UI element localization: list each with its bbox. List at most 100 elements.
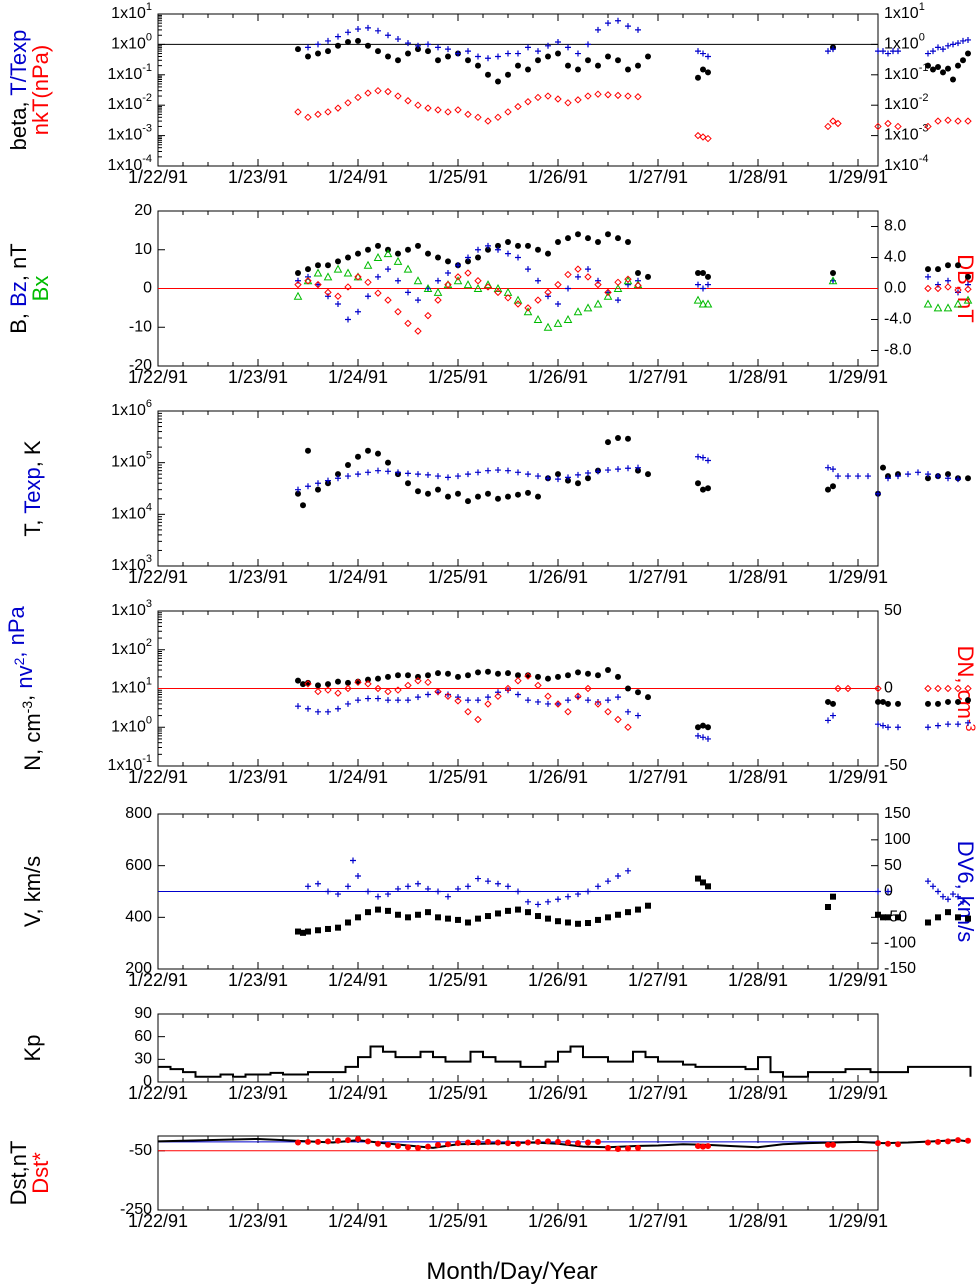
data-point [335,891,341,898]
data-point [485,490,491,497]
data-point [605,878,611,885]
data-point [945,721,951,728]
data-point [905,471,911,478]
x-tick-label: 1/26/91 [528,970,588,990]
data-point [434,106,442,114]
data-point [415,297,421,304]
x-tick-label: 1/22/91 [128,970,188,990]
data-point [545,898,551,905]
data-point [830,700,836,707]
data-point [615,911,621,918]
data-point [825,904,831,910]
data-point [595,468,601,475]
data-point [698,299,708,308]
data-point [385,32,391,39]
x-tick-label: 1/25/91 [428,1083,488,1103]
data-point [385,1141,391,1148]
data-point [825,1141,831,1148]
data-point [964,285,972,293]
data-point [875,721,881,728]
data-point [315,486,321,493]
data-point [395,250,401,257]
data-point [834,684,842,693]
data-point [505,883,511,890]
y2-tick-label: 8.0 [884,218,906,235]
data-point [943,303,953,312]
x-tick-label: 1/24/91 [328,367,388,387]
data-point [335,924,341,931]
data-point [404,319,412,328]
data-point [294,280,302,289]
data-point [395,911,401,918]
data-point [945,909,951,916]
data-point [565,697,571,704]
data-point [615,235,621,242]
data-point [455,885,461,892]
data-point [494,113,502,122]
data-point [625,435,631,442]
data-point [693,295,703,304]
data-point [535,48,541,55]
data-point [940,69,946,76]
data-point [700,1143,706,1150]
data-point [950,891,956,898]
data-point [945,262,951,269]
data-point [595,916,601,923]
data-point [465,1139,471,1146]
data-point [955,62,961,69]
data-point [335,705,341,712]
data-point [514,300,522,308]
data-point [935,700,941,707]
y-tick-label: 1x100 [111,31,152,52]
data-point [625,867,631,874]
data-point [565,44,571,51]
data-point [335,678,341,685]
data-point [415,673,421,680]
data-point [945,471,951,478]
data-point [575,920,581,927]
data-point [505,71,511,78]
data-point [425,1143,431,1150]
data-point [485,246,491,253]
data-point [504,684,512,693]
data-point [545,475,551,482]
data-point [455,262,461,269]
data-point [625,66,631,73]
data-point [595,239,601,245]
x-tick-label: 1/27/91 [628,1083,688,1103]
data-point [325,37,331,44]
y2-tick-label: -50 [884,757,907,774]
x-tick-label: 1/23/91 [228,167,288,187]
data-point [345,1137,351,1144]
data-point [473,283,483,292]
data-point [495,53,501,60]
data-point [535,698,541,705]
data-point [945,65,951,72]
data-point [485,913,491,920]
data-point [555,673,561,680]
y2-tick-label: 1x101 [884,1,925,22]
series-0 [295,875,971,936]
data-point [534,93,542,102]
data-point [425,41,431,48]
x-tick-label: 1/23/91 [228,367,288,387]
data-point [464,110,472,119]
data-point [535,473,541,480]
data-point [925,700,931,707]
data-point [695,732,701,739]
data-point [545,1138,551,1145]
data-point [505,50,511,57]
data-point [700,285,706,292]
data-point [605,231,611,238]
data-point [885,475,891,482]
y2-axis-label: DN, cm-3 [953,646,977,732]
data-point [525,697,531,704]
data-point [955,1137,961,1144]
panel-temp: 1/22/91 1/23/91 1/24/91 1/25/91 1/26/91 1/27/… [20,398,971,587]
data-point [435,44,441,51]
data-point [875,888,881,895]
data-point [635,26,641,33]
data-point [373,252,383,261]
data-point [335,33,341,40]
data-point [565,235,571,242]
